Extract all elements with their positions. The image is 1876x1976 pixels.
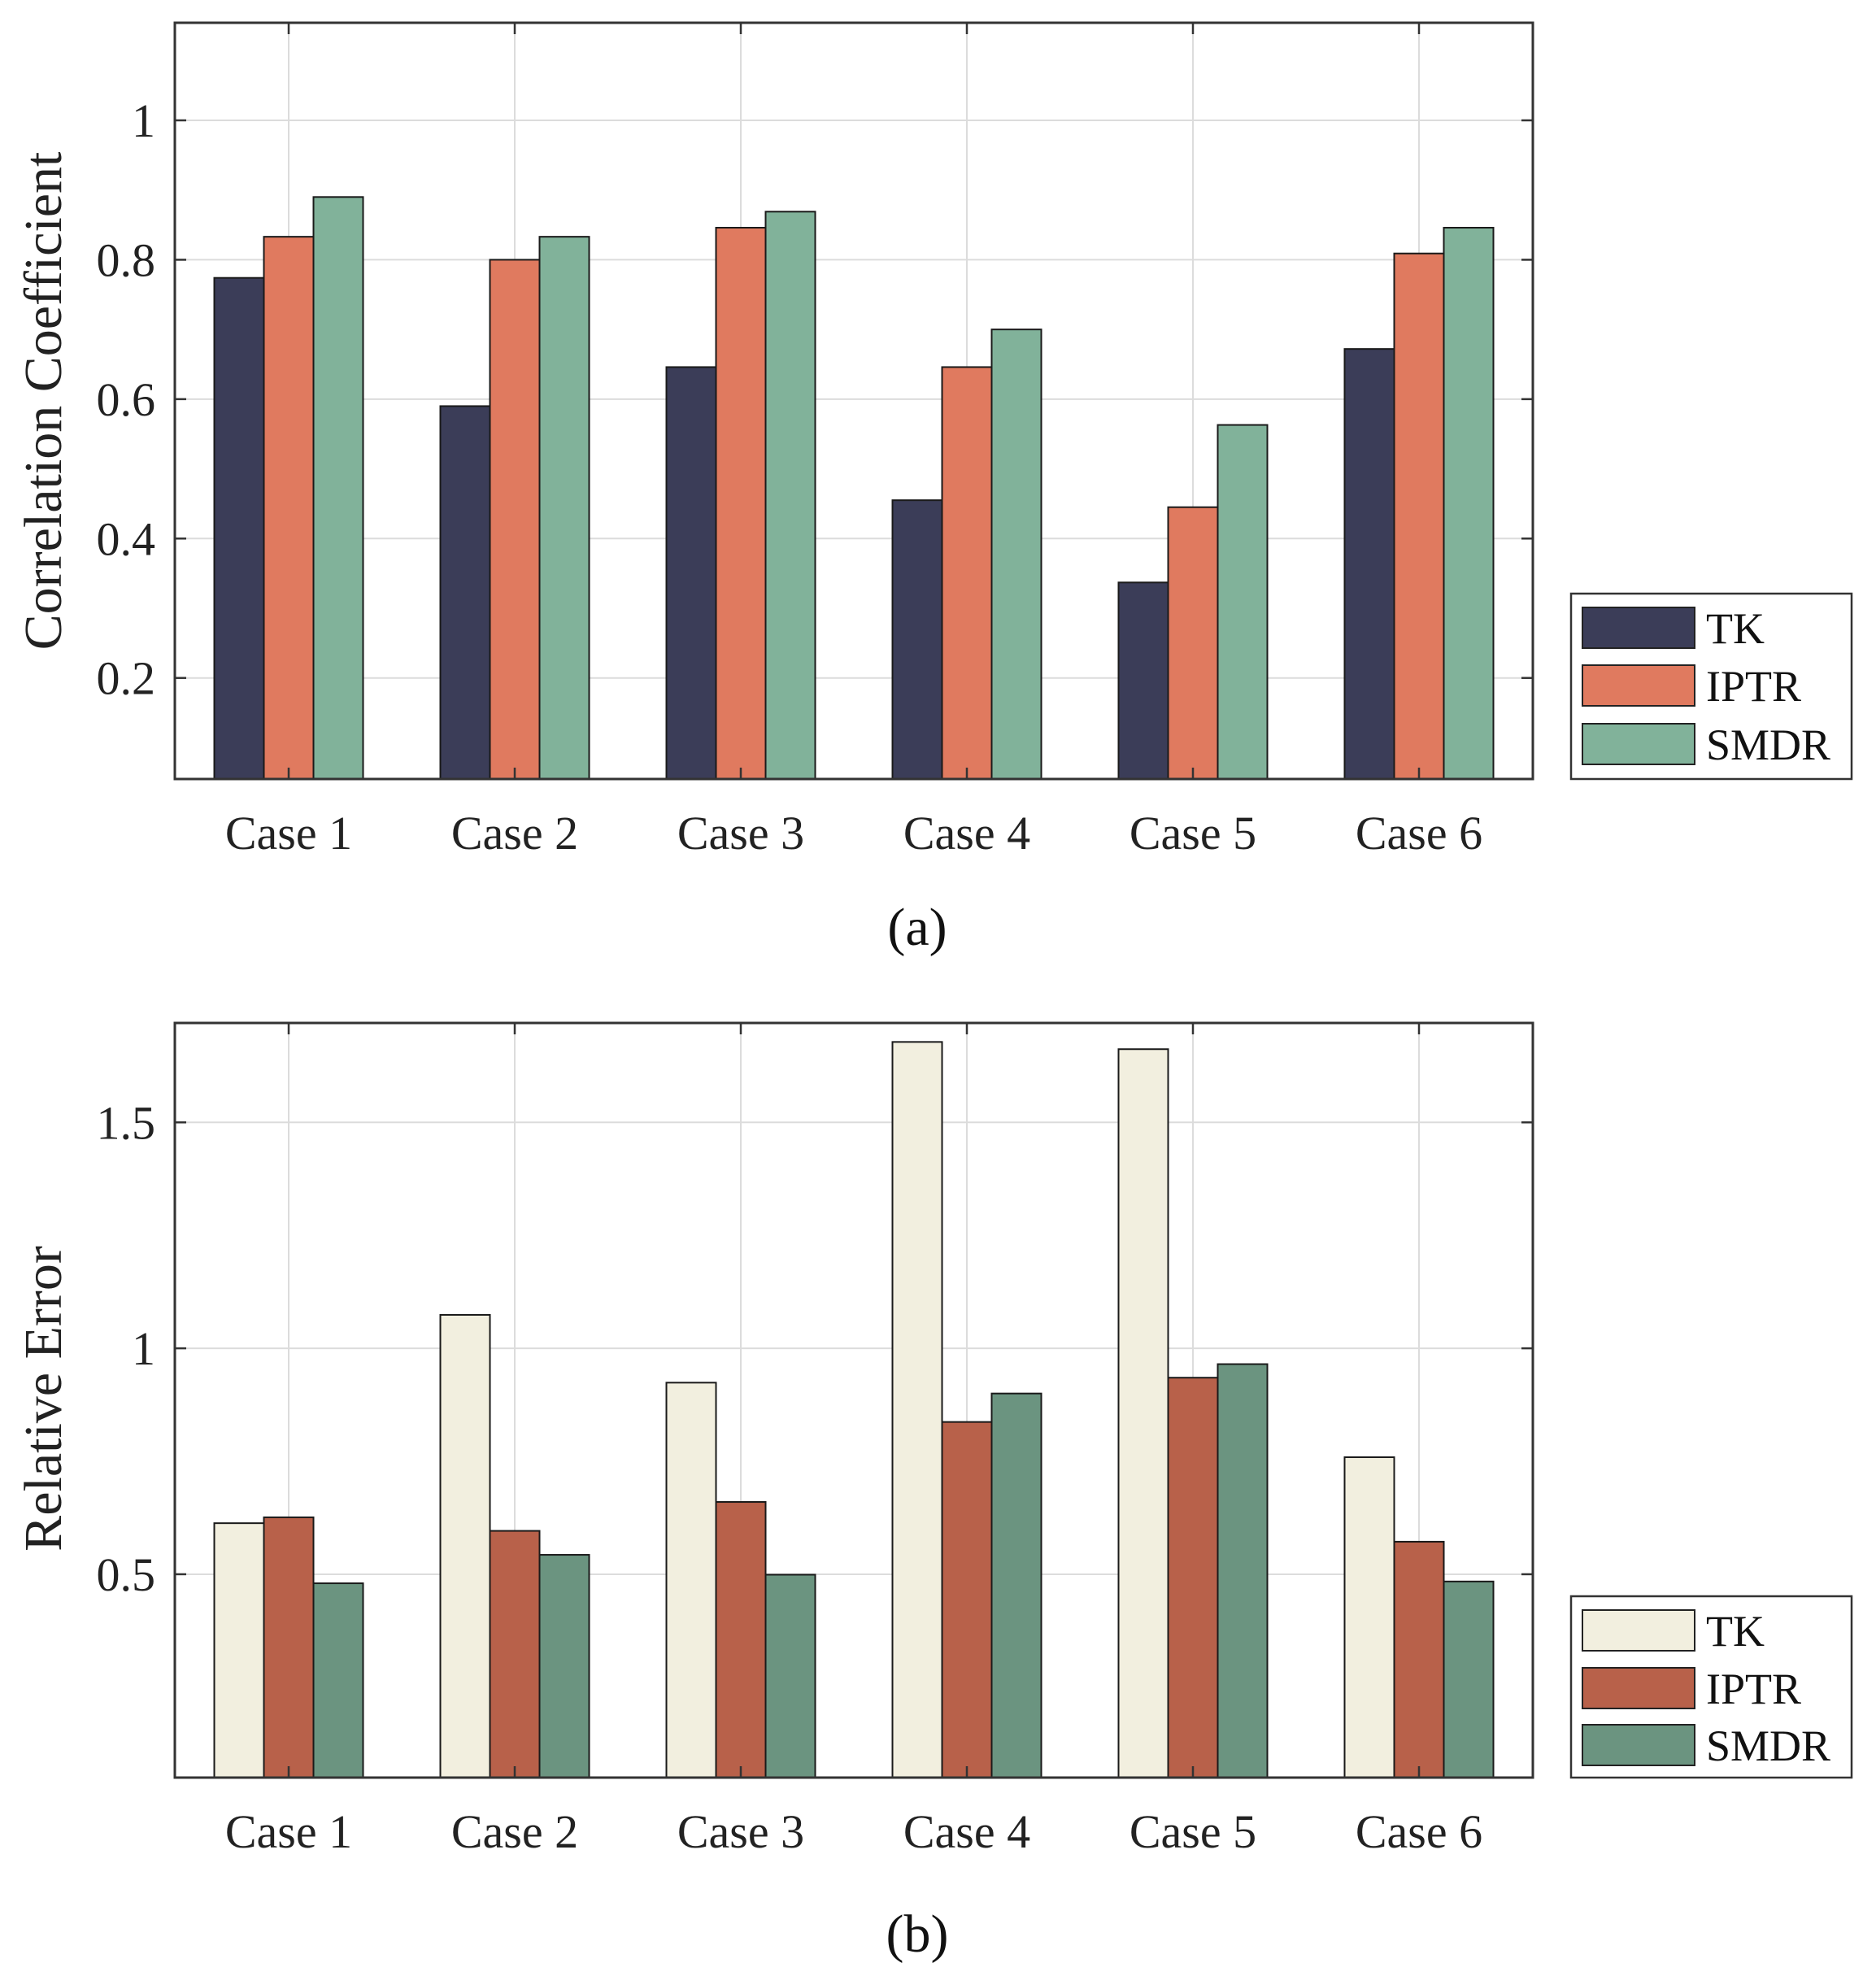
bar-smdr-case-5-a [1217,424,1269,780]
x-tick-label-case-3-a: Case 3 [677,807,804,860]
x-tick-label-case-6-a: Case 6 [1356,807,1482,860]
chart-panel-a: Case 1 Case 2 Case 3 Case 4 Case 5 Case 6 0.2… [14,21,1853,957]
legend-label-iptr-a: IPTR [1706,662,1801,711]
legend-label-smdr-a: SMDR [1706,720,1830,769]
grid-b [175,1023,1533,1778]
x-tick-label-case-4-a: Case 4 [903,807,1030,860]
legend-swatch-tk-a [1582,607,1695,649]
bar-tk-case-4-b [891,1041,943,1778]
bar-smdr-case-1-a [312,196,364,781]
grid-a [175,23,1533,779]
x-tick-label-case-3-b: Case 3 [677,1805,804,1858]
x-tick-label-case-2-a: Case 2 [451,807,578,860]
y-tick-label-1-a: 1 [132,94,155,147]
legend-swatch-iptr-b [1582,1667,1695,1709]
ticks-b [175,1023,1533,1778]
legend-swatch-smdr-a [1582,723,1695,765]
bars-b [213,1041,1495,1779]
bars-a [213,196,1495,781]
bar-iptr-case-1-a [263,236,315,780]
chart-panel-b: Case 1 Case 2 Case 3 Case 4 Case 5 Case 6 0.5… [14,1021,1853,1964]
bar-tk-case-5-b [1117,1048,1169,1779]
legend-swatch-iptr-a [1582,664,1695,707]
bar-iptr-case-4-b [941,1421,993,1779]
legend-swatch-tk-b [1582,1609,1695,1652]
bar-iptr-case-2-a [489,259,541,780]
bar-iptr-case-6-b [1393,1540,1445,1778]
legend-label-iptr-b: IPTR [1706,1665,1801,1713]
plot-frame-a [173,21,1534,781]
y-tick-label-0-5-b: 0.5 [97,1548,156,1601]
legend-label-smdr-b: SMDR [1706,1721,1830,1770]
bar-tk-case-1-b [213,1522,265,1779]
bar-iptr-case-1-b [263,1516,315,1778]
bar-iptr-case-5-a [1167,506,1219,780]
y-tick-label-1-b: 1 [132,1322,155,1375]
x-tick-labels-a: Case 1 Case 2 Case 3 Case 4 Case 5 Case 6 [225,807,1482,860]
bar-tk-case-3-b [665,1382,717,1778]
bar-smdr-case-3-b [764,1573,816,1779]
bar-smdr-case-6-a [1443,227,1495,780]
bar-smdr-case-2-a [538,236,590,780]
x-tick-labels-b: Case 1 Case 2 Case 3 Case 4 Case 5 Case 6 [225,1805,1482,1858]
caption-b: (b) [886,1904,949,1964]
bar-iptr-case-4-a [941,366,993,780]
bar-tk-case-4-a [891,499,943,781]
y-axis-label-b: Relative Error [14,1246,73,1552]
bar-iptr-case-3-a [715,227,767,780]
bar-smdr-case-1-b [312,1582,364,1778]
y-axis-label-a: Correlation Coefficient [14,152,73,651]
y-tick-label-0-8-a: 0.8 [97,233,156,286]
x-tick-label-case-1-b: Case 1 [225,1805,352,1858]
plot-frame-b [173,1021,1534,1779]
y-tick-labels-a: 0.2 0.4 0.6 0.8 1 [97,94,156,705]
bar-tk-case-3-a [665,366,717,780]
bar-tk-case-6-a [1343,348,1395,780]
x-tick-label-case-5-a: Case 5 [1130,807,1256,860]
y-tick-labels-b: 0.5 1 1.5 [97,1096,156,1601]
y-tick-label-0-2-a: 0.2 [97,652,156,705]
bar-tk-case-2-a [439,405,491,780]
bar-tk-case-1-a [213,276,265,780]
legend-label-tk-a: TK [1706,604,1765,653]
legend-a: TK IPTR SMDR [1569,592,1853,781]
x-tick-label-case-6-b: Case 6 [1356,1805,1482,1858]
legend-b: TK IPTR SMDR [1569,1595,1853,1779]
legend-swatch-smdr-b [1582,1724,1695,1766]
legend-label-tk-b: TK [1706,1607,1765,1656]
x-tick-label-case-2-b: Case 2 [451,1805,578,1858]
y-tick-label-0-6-a: 0.6 [97,373,156,426]
bar-smdr-case-5-b [1217,1363,1269,1778]
bar-tk-case-5-a [1117,581,1169,780]
x-tick-label-case-4-b: Case 4 [903,1805,1030,1858]
y-tick-label-0-4-a: 0.4 [97,512,156,565]
bar-smdr-case-2-b [538,1554,590,1779]
bar-iptr-case-2-b [489,1530,541,1778]
bar-tk-case-2-b [439,1313,491,1778]
bar-tk-case-6-b [1343,1456,1395,1778]
bar-iptr-case-3-b [715,1501,767,1778]
bar-iptr-case-5-b [1167,1377,1219,1778]
x-tick-label-case-1-a: Case 1 [225,807,352,860]
bar-smdr-case-6-b [1443,1580,1495,1779]
caption-a: (a) [887,898,947,957]
bar-smdr-case-4-a [990,329,1042,780]
bar-iptr-case-6-a [1393,252,1445,780]
x-tick-label-case-5-b: Case 5 [1130,1805,1256,1858]
bar-smdr-case-4-b [990,1392,1042,1778]
bar-smdr-case-3-a [764,211,816,780]
ticks-a [175,23,1533,779]
y-tick-label-1-5-b: 1.5 [97,1096,156,1149]
